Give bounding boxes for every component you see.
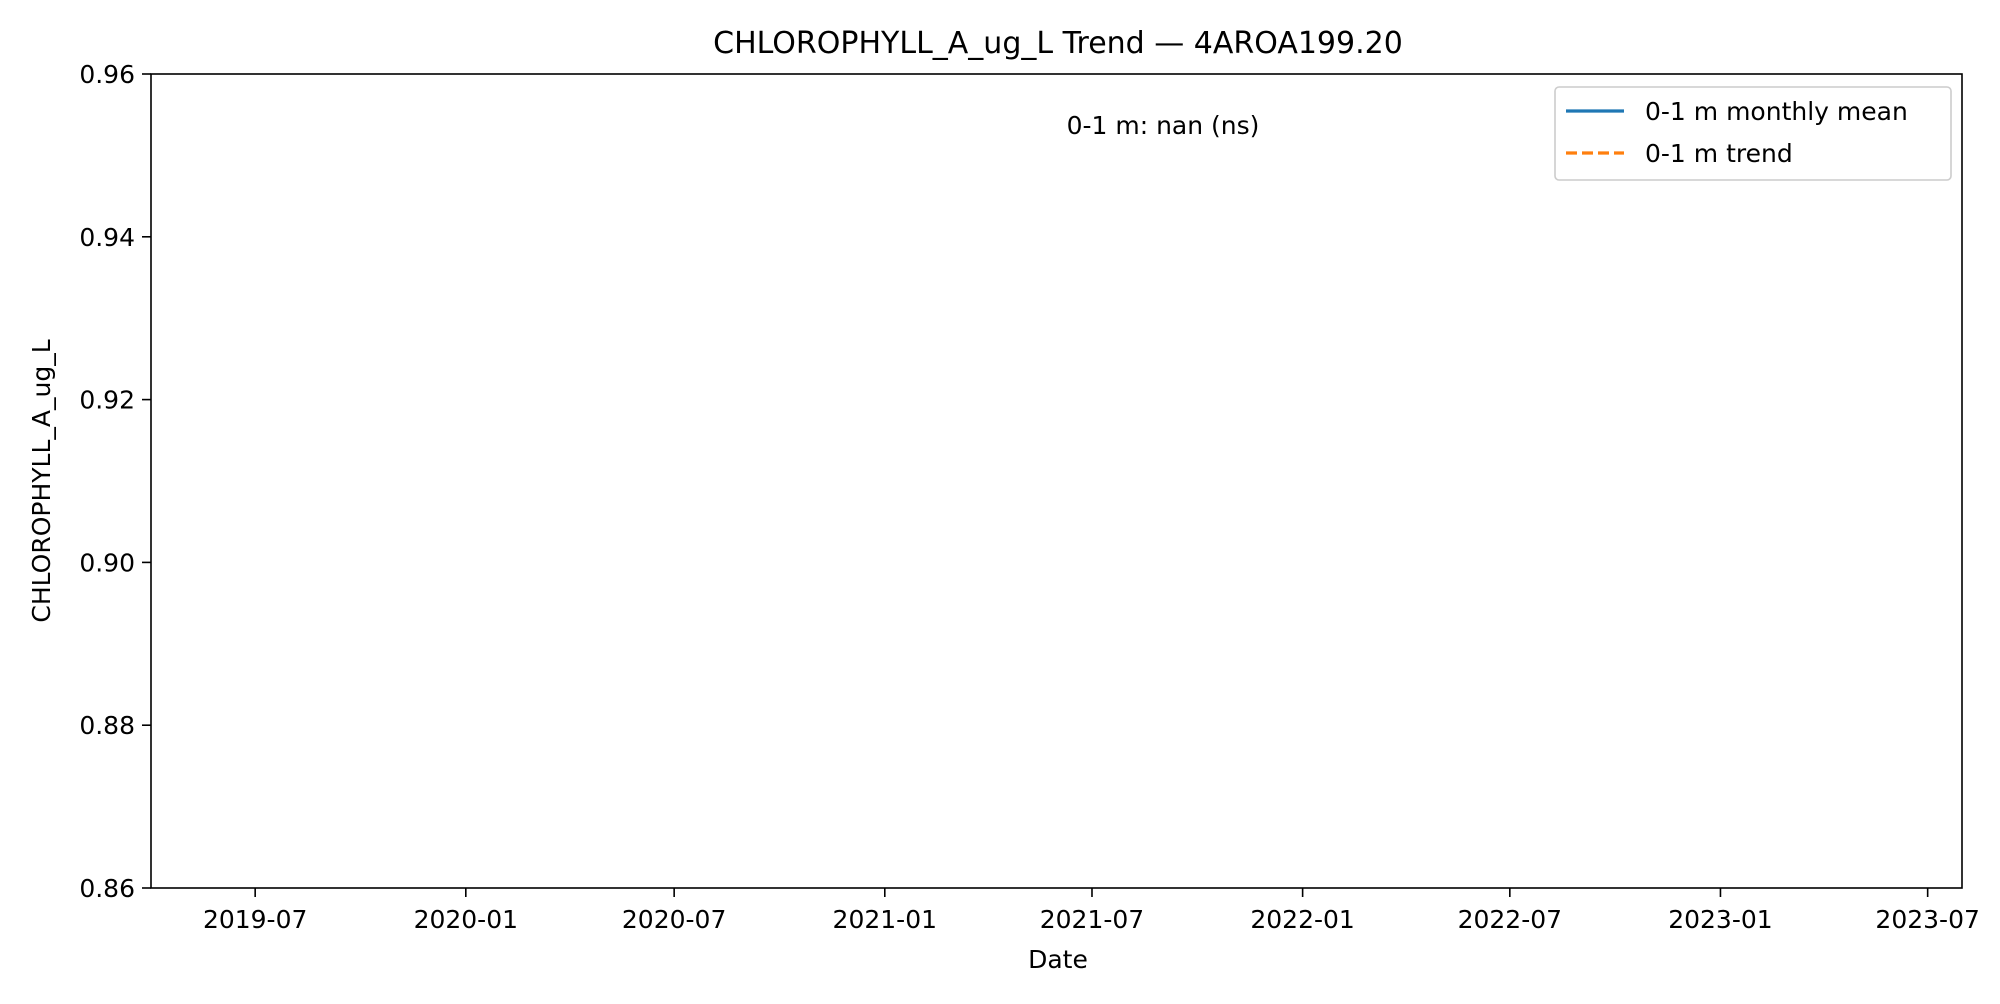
y-tick-label: 0.92 (79, 386, 135, 415)
x-tick-label: 2021-01 (833, 905, 937, 934)
y-tick-label: 0.88 (79, 711, 135, 740)
x-axis: 2019-07 2020-01 2020-07 2021-01 2021-07 2022-… (203, 888, 1980, 934)
y-tick-label: 0.86 (79, 874, 135, 903)
annotation-text: 0-1 m: nan (ns) (1067, 111, 1260, 140)
x-tick-label: 2022-07 (1458, 905, 1562, 934)
legend-box (1554, 86, 1952, 181)
x-tick-label: 2020-01 (414, 905, 518, 934)
y-tick-label: 0.90 (79, 548, 135, 577)
x-tick-label: 2019-07 (203, 905, 307, 934)
x-tick-label: 2023-01 (1668, 905, 1772, 934)
x-tick-label: 2020-07 (622, 905, 726, 934)
legend-label-trend: 0-1 m trend (1645, 139, 1793, 168)
legend-label-monthly-mean: 0-1 m monthly mean (1645, 97, 1908, 126)
x-tick-label: 2022-01 (1250, 905, 1354, 934)
x-tick-label: 2021-07 (1040, 905, 1144, 934)
y-tick-label: 0.94 (79, 223, 135, 252)
x-axis-label: Date (1028, 945, 1088, 974)
legend: 0-1 m monthly mean 0-1 m trend (1554, 86, 1952, 181)
x-tick-label: 2023-07 (1875, 905, 1979, 934)
plot-area (150, 73, 1963, 889)
y-axis: 0.86 0.88 0.90 0.92 0.94 0.96 (79, 60, 151, 903)
y-axis-label: CHLOROPHYLL_A_ug_L (27, 339, 56, 622)
y-tick-label: 0.96 (79, 60, 135, 89)
chart-title: CHLOROPHYLL_A_ug_L Trend — 4AROA199.20 (713, 26, 1403, 61)
